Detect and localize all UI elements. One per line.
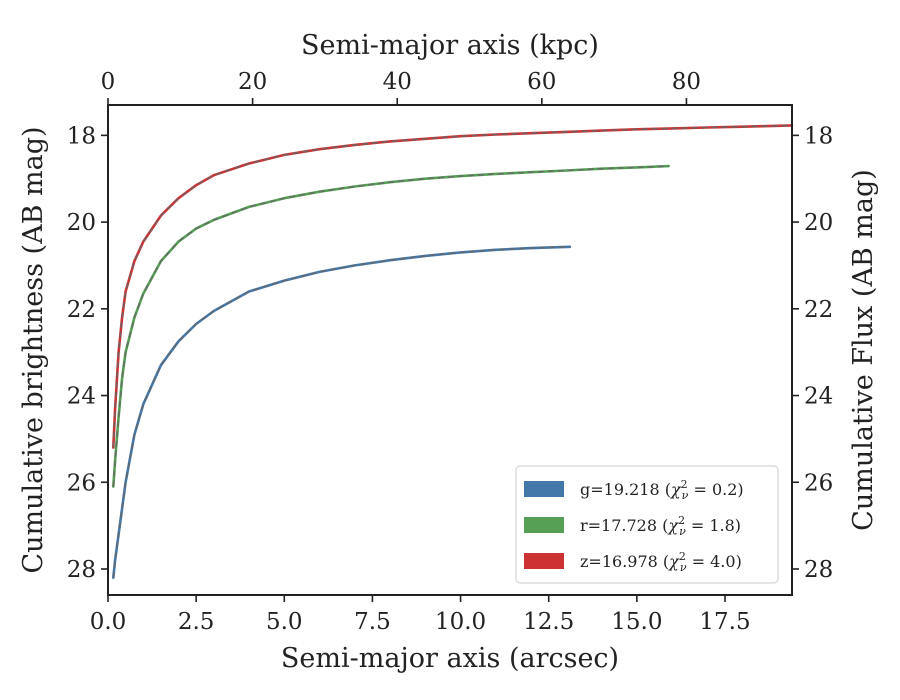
plot-frame xyxy=(107,104,793,596)
x-tick-label: 10.0 xyxy=(435,609,486,635)
y2-tick-label: 20 xyxy=(804,210,833,236)
legend-frame xyxy=(515,465,779,584)
x2-axis-title: Semi-major axis (kpc) xyxy=(301,30,599,61)
curves-layer xyxy=(112,124,794,580)
y2-tick-label: 24 xyxy=(804,384,833,410)
legend-label-r: r=17.728 (χ2 ν = 1.8) xyxy=(580,514,741,538)
x-tick-label: 17.5 xyxy=(699,609,750,635)
legend-label-z: z=16.978 (χ2 ν = 4.0) xyxy=(580,550,742,574)
y2-axis-title: Cumulative Flux (AB mag) xyxy=(848,169,879,531)
legend-swatch-z xyxy=(524,553,564,569)
model-line-z xyxy=(112,124,793,448)
ticks-layer: 0.0 2.5 5.0 7.5 10.0 12.5 15.0 17.5 0 20 40 60 80 18 1… xyxy=(67,69,834,635)
legend: g=19.218 (χ2 ν = 0.2) r=17.728 (χ2 ν = 1.8)… xyxy=(515,465,779,584)
x-tick-label: 0.0 xyxy=(90,609,127,635)
x2-tick-label: 60 xyxy=(527,69,556,95)
x2-tick-label: 40 xyxy=(383,69,412,95)
model-line-r xyxy=(112,165,669,487)
axes-layer xyxy=(107,104,793,596)
x2-tick-label: 20 xyxy=(238,69,267,95)
x-tick-label: 12.5 xyxy=(523,609,574,635)
y-tick-label: 20 xyxy=(67,210,96,236)
y2-tick-label: 26 xyxy=(804,470,833,496)
y-tick-label: 22 xyxy=(67,297,96,323)
legend-items: g=19.218 (χ2 ν = 0.2) r=17.728 (χ2 ν = 1.8)… xyxy=(524,478,744,574)
x2-tick-label: 80 xyxy=(672,69,701,95)
x-axis-title: Semi-major axis (arcsec) xyxy=(281,643,619,674)
x-tick-label: 15.0 xyxy=(611,609,662,635)
y-tick-label: 24 xyxy=(67,384,96,410)
x2-tick-label: 0 xyxy=(101,69,116,95)
y-tick-label: 18 xyxy=(67,123,96,149)
y2-tick-label: 22 xyxy=(804,297,833,323)
x-tick-label: 5.0 xyxy=(266,609,303,635)
legend-swatch-r xyxy=(524,517,564,533)
legend-label-g: g=19.218 (χ2 ν = 0.2) xyxy=(580,478,744,502)
y-tick-label: 28 xyxy=(67,557,96,583)
y2-tick-label: 18 xyxy=(804,123,833,149)
y-axis-title: Cumulative brightness (AB mag) xyxy=(18,126,49,573)
model-line-g xyxy=(112,246,570,578)
x-tick-label: 2.5 xyxy=(178,609,215,635)
legend-swatch-g xyxy=(524,481,564,497)
y2-tick-label: 28 xyxy=(804,557,833,583)
x-tick-label: 7.5 xyxy=(354,609,391,635)
y-tick-label: 26 xyxy=(67,470,96,496)
